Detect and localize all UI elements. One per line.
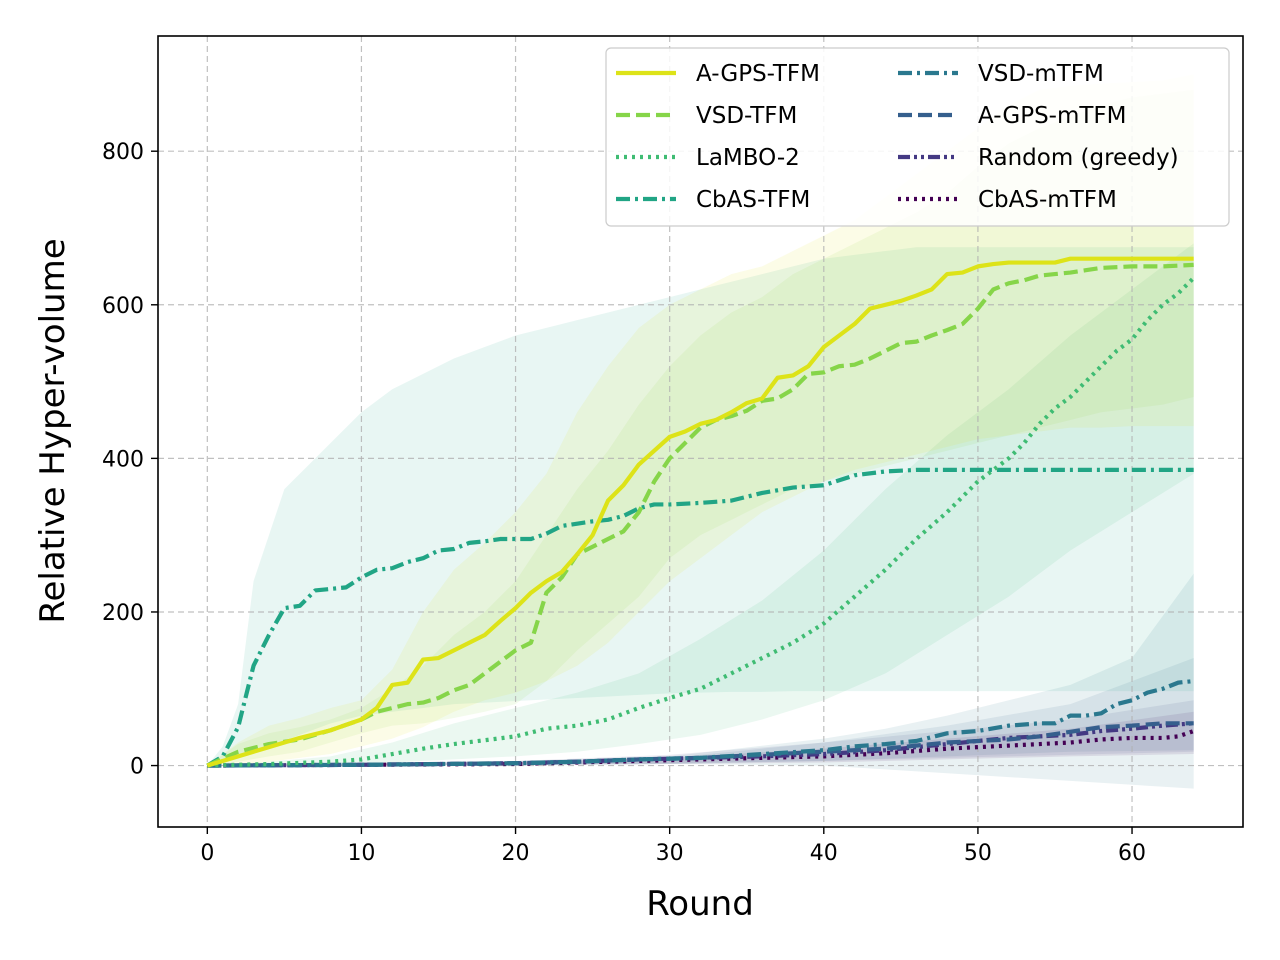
legend-label-cbas-tfm: CbAS-TFM (696, 187, 810, 213)
legend: A-GPS-TFM VSD-TFM LaMBO-2 CbAS-TFM VSD-mTFM A… (605, 47, 1230, 227)
legend-label-vsd-tfm: VSD-TFM (696, 103, 797, 129)
y-tick-label: 400 (102, 447, 144, 472)
x-tick-label: 40 (810, 841, 838, 866)
legend-label-a-gps-tfm: A-GPS-TFM (696, 61, 820, 87)
line-a-gps-tfm (206, 256, 1194, 768)
y-axis-ticks: 0 200 400 600 800 (102, 140, 158, 780)
x-axis-ticks: 0 10 20 30 40 50 60 (200, 827, 1146, 866)
band-vsd-tfm (207, 89, 1194, 766)
legend-label-vsd-mtfm: VSD-mTFM (978, 61, 1104, 87)
legend-label-random-greedy: Random (greedy) (978, 145, 1179, 171)
band-a-gps-mtfm (207, 658, 1194, 766)
band-cbas-mtfm (207, 711, 1194, 766)
x-tick-label: 0 (200, 841, 214, 866)
y-axis-label: Relative Hyper-volume (33, 238, 73, 623)
line-lambo-2 (207, 276, 1196, 768)
band-random-greedy (207, 700, 1194, 766)
x-tick-label: 60 (1118, 841, 1146, 866)
y-tick-label: 600 (102, 294, 144, 319)
band-a-gps-tfm (207, 74, 1194, 766)
y-tick-label: 800 (102, 140, 144, 165)
y-tick-label: 200 (102, 601, 144, 626)
line-cbas-tfm (206, 467, 1194, 768)
legend-label-cbas-mtfm: CbAS-mTFM (978, 187, 1117, 213)
x-tick-label: 50 (964, 841, 992, 866)
legend-label-lambo-2: LaMBO-2 (696, 145, 800, 171)
line-random-greedy (207, 721, 1194, 768)
legend-label-a-gps-mtfm: A-GPS-mTFM (978, 103, 1127, 129)
line-cbas-mtfm (207, 729, 1195, 768)
band-lambo-2 (207, 243, 1194, 766)
line-a-gps-mtfm (207, 721, 1194, 768)
series-lines (206, 256, 1196, 768)
x-tick-label: 20 (502, 841, 530, 866)
y-tick-label: 0 (130, 755, 144, 780)
legend-box (605, 47, 1230, 227)
plot-frame (157, 35, 1244, 828)
band-cbas-tfm (207, 247, 1194, 766)
x-axis-label: Round (646, 884, 754, 924)
x-tick-label: 10 (347, 841, 375, 866)
x-tick-label: 30 (656, 841, 684, 866)
